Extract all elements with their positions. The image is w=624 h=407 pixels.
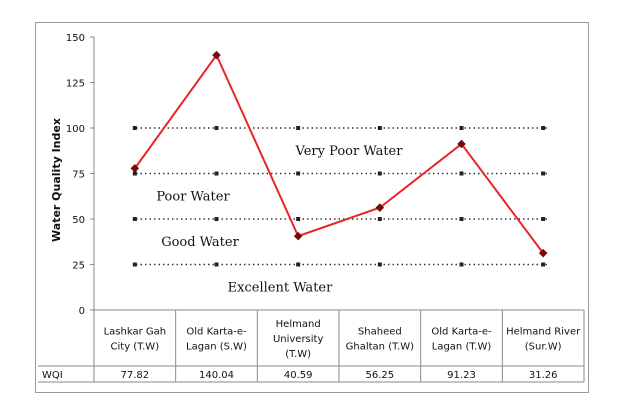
y-tick-label: 150 bbox=[66, 33, 85, 44]
table-value-cell: 31.26 bbox=[529, 370, 558, 381]
threshold-marker bbox=[377, 171, 382, 176]
y-tick-label: 100 bbox=[66, 124, 85, 135]
threshold-marker bbox=[541, 126, 546, 130]
x-category-label: Lashkar Gah City (T.W) bbox=[104, 327, 167, 353]
series-line-wqi bbox=[134, 53, 544, 254]
threshold-marker bbox=[541, 262, 546, 267]
x-category-label-line: (T.W) bbox=[285, 349, 311, 360]
y-tick-label: 50 bbox=[72, 215, 85, 226]
threshold-marker bbox=[459, 171, 464, 176]
data-point bbox=[130, 164, 140, 173]
x-category-label-line: Old Karta-e- bbox=[186, 327, 247, 338]
y-tick-label: 75 bbox=[72, 170, 85, 181]
threshold-marker bbox=[459, 262, 464, 267]
threshold-marker bbox=[541, 217, 546, 221]
table-series-label: WQI bbox=[42, 370, 63, 381]
threshold-marker bbox=[296, 171, 301, 176]
threshold-marker bbox=[541, 171, 546, 176]
threshold-marker bbox=[132, 217, 137, 221]
x-category-label-line: Shaheed bbox=[358, 327, 402, 338]
table-value-cell: 77.82 bbox=[121, 370, 150, 381]
x-category-label-line: Lagan (T.W) bbox=[432, 342, 492, 353]
threshold-marker bbox=[459, 217, 464, 221]
threshold-marker bbox=[296, 217, 301, 221]
threshold-marker bbox=[132, 126, 137, 130]
threshold-marker bbox=[132, 171, 137, 176]
threshold-marker bbox=[214, 217, 219, 221]
y-tick-label: 0 bbox=[79, 306, 85, 317]
x-category-label-line: Lagan (S.W) bbox=[186, 342, 247, 353]
x-category-label-line: University bbox=[273, 334, 324, 345]
threshold-marker bbox=[377, 126, 382, 130]
y-tick-label: 125 bbox=[66, 79, 85, 90]
chart-border bbox=[35, 22, 589, 393]
table-value-cell: 91.23 bbox=[447, 370, 476, 381]
table-value-cell: 40.59 bbox=[284, 370, 313, 381]
threshold-marker bbox=[214, 126, 219, 130]
y-axis-title: Water Quality Index bbox=[50, 118, 63, 242]
zone-label: Excellent Water bbox=[228, 280, 333, 295]
table-value-cell: 56.25 bbox=[366, 370, 395, 381]
zone-label: Good Water bbox=[161, 235, 239, 250]
zone-label: Very Poor Water bbox=[295, 144, 404, 159]
x-category-label-line: Old Karta-e- bbox=[431, 327, 492, 338]
threshold-marker bbox=[132, 262, 137, 267]
x-category-label-line: Helmand River bbox=[506, 327, 581, 338]
threshold-marker bbox=[296, 126, 301, 130]
x-category-label: Helmand University (T.W) bbox=[273, 319, 324, 360]
data-point bbox=[375, 203, 385, 212]
data-point bbox=[212, 50, 221, 60]
table-value-cell: 140.04 bbox=[199, 370, 234, 381]
zone-label: Poor Water bbox=[156, 189, 230, 204]
threshold-marker bbox=[459, 126, 464, 130]
x-category-label: Old Karta-e- Lagan (T.W) bbox=[431, 327, 492, 353]
x-category-label: Old Karta-e- Lagan (S.W) bbox=[186, 327, 247, 353]
data-point bbox=[538, 248, 548, 258]
x-category-label: Helmand River (Sur.W) bbox=[506, 327, 581, 353]
threshold-marker bbox=[377, 262, 382, 267]
x-category-label-line: Helmand bbox=[276, 319, 321, 330]
x-category-label-line: City (T.W) bbox=[111, 342, 160, 353]
threshold-marker bbox=[214, 171, 219, 176]
threshold-marker bbox=[214, 262, 219, 267]
data-point bbox=[293, 231, 303, 241]
x-category-label-line: Lashkar Gah bbox=[104, 327, 167, 338]
plot-area: 0 25 50 75 100 125 150 Very Poor Water Poor Wate… bbox=[38, 33, 585, 383]
x-category-label: Shaheed Ghaltan (T.W) bbox=[346, 327, 414, 353]
x-category-label-line: Ghaltan (T.W) bbox=[346, 342, 414, 353]
x-category-label-line: (Sur.W) bbox=[525, 342, 562, 353]
y-tick-label: 25 bbox=[72, 261, 85, 272]
threshold-marker bbox=[377, 217, 382, 221]
data-point bbox=[457, 139, 466, 149]
threshold-marker bbox=[296, 262, 301, 267]
